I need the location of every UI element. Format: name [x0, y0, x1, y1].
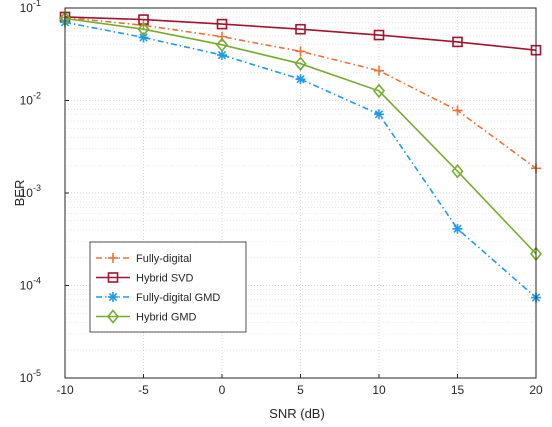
marker-stroke	[453, 224, 462, 233]
legend-label-fully-digital: Fully-digital	[136, 253, 192, 265]
data-point-fully-digital-gmd	[374, 109, 384, 120]
data-point-hybrid-gmd	[215, 37, 229, 53]
x-axis-ticks: -10 -5 0 5 10 15 20	[56, 374, 543, 397]
series-line-hybrid-gmd	[64, 17, 537, 255]
data-point-hybrid-svd	[295, 23, 306, 35]
data-point-hybrid-svd	[373, 29, 385, 41]
marker-stroke	[139, 33, 148, 42]
legend-marker-hybrid-svd	[107, 272, 119, 283]
y-tick-label: 10-4	[20, 276, 41, 293]
data-point-fully-digital-gmd	[295, 74, 306, 85]
y-axis-label: BER	[12, 180, 27, 207]
y-tick-label: 10-1	[20, 0, 41, 15]
data-point-hybrid-gmd	[372, 83, 386, 99]
y-tick-label: 10-3	[20, 183, 41, 200]
marker-shape	[295, 23, 306, 35]
legend-label-hybrid-svd: Hybrid SVD	[136, 273, 194, 285]
y-tick-label: 10-5	[20, 368, 41, 385]
x-tick-label: -5	[138, 383, 149, 397]
marker-shape	[452, 36, 463, 48]
x-tick-label: 10	[372, 383, 386, 397]
x-tick-label: 5	[297, 383, 304, 397]
marker-shape	[215, 37, 229, 53]
data-point-hybrid-svd	[216, 18, 228, 30]
data-point-hybrid-svd	[452, 36, 463, 48]
x-tick-label: -10	[56, 383, 74, 397]
marker-shape	[107, 272, 119, 283]
y-tick-label: 10-2	[20, 91, 41, 108]
series-line-hybrid-svd	[64, 16, 537, 51]
x-axis-label: SNR (dB)	[269, 406, 325, 421]
legend-marker-fully-digital	[108, 253, 118, 263]
series-layer	[58, 11, 543, 303]
data-point-fully-digital	[374, 65, 384, 76]
legend-marker-fully-digital-gmd	[108, 292, 118, 302]
x-tick-label: 20	[529, 383, 543, 397]
legend-label-hybrid-gmd: Hybrid GMD	[136, 312, 197, 324]
marker-shape	[294, 56, 307, 71]
legend-label-fully-digital-gmd: Fully-digital GMD	[136, 292, 220, 304]
x-tick-label: 0	[219, 383, 226, 397]
marker-stroke	[296, 75, 305, 84]
marker-shape	[373, 29, 385, 41]
marker-shape	[106, 309, 120, 324]
marker-shape	[451, 163, 464, 179]
marker-shape	[137, 21, 150, 37]
data-point-hybrid-gmd	[294, 56, 307, 71]
data-point-fully-digital	[452, 105, 463, 116]
marker-shape	[372, 83, 386, 99]
data-point-hybrid-gmd	[451, 163, 464, 179]
marker-shape	[216, 18, 228, 30]
legend-marker-hybrid-gmd	[106, 309, 120, 324]
data-point-fully-digital	[295, 46, 306, 57]
x-tick-label: 15	[451, 383, 465, 397]
y-axis-ticks: 10-5 10-4 10-3 10-2 10-1	[20, 0, 69, 385]
legend: Fully-digital Hybrid SVD Fully-digital GMD…	[89, 241, 247, 333]
data-point-hybrid-gmd	[137, 21, 150, 37]
marker-stroke	[108, 292, 118, 302]
data-point-fully-digital-gmd	[452, 223, 463, 234]
marker-stroke	[217, 50, 227, 60]
marker-stroke	[374, 110, 384, 119]
